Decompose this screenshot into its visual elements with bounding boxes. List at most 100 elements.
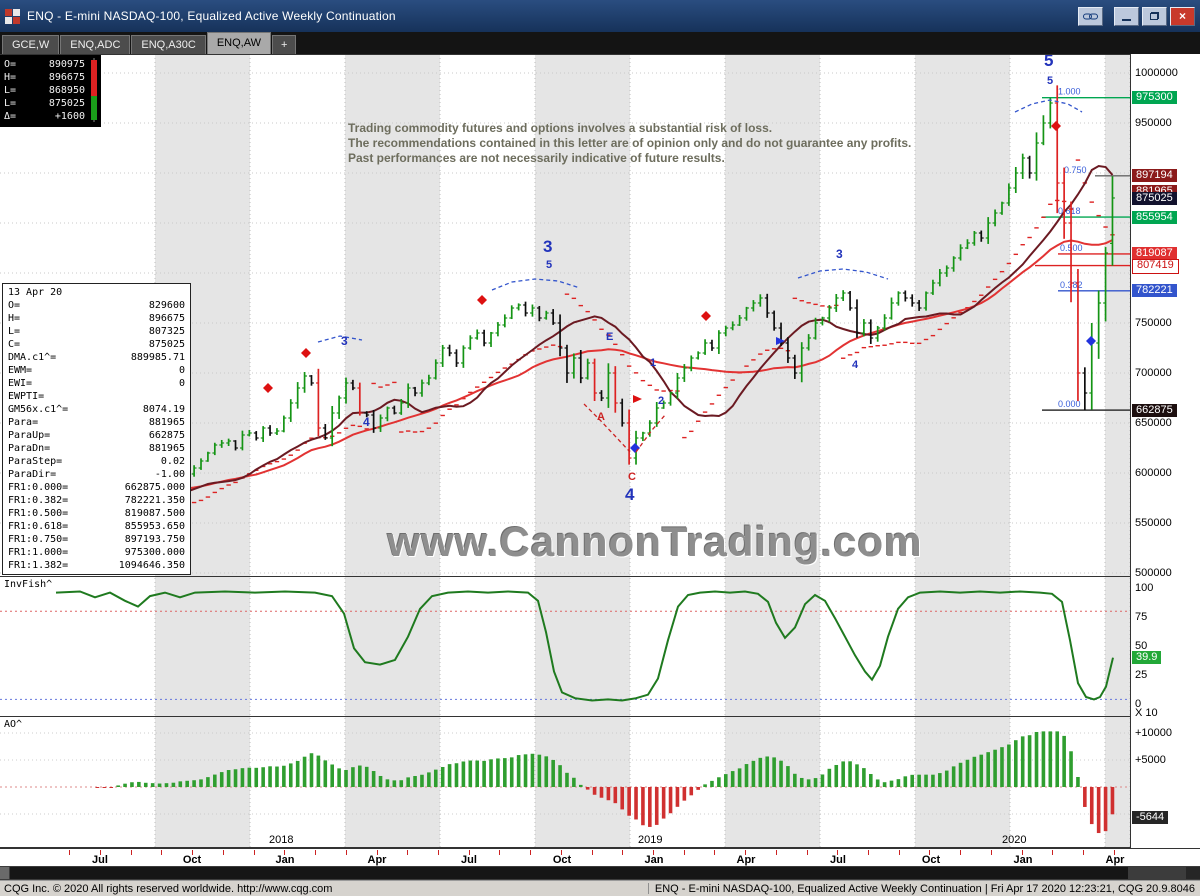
month-tick xyxy=(868,850,869,855)
minimize-button[interactable] xyxy=(1114,6,1139,26)
tab-enq-aw[interactable]: ENQ,AW xyxy=(206,32,272,54)
ao-bar xyxy=(219,772,224,787)
price-badge: 875025 xyxy=(1132,191,1177,205)
title-bar[interactable]: ENQ - E-mini NASDAQ-100, Equalized Activ… xyxy=(0,0,1200,32)
wave-dash-line xyxy=(635,413,667,453)
data-box-row: Para= 881965 xyxy=(8,417,185,428)
restore-button[interactable] xyxy=(1142,6,1167,26)
signal-diamond-red xyxy=(701,311,711,321)
ao-bar xyxy=(986,752,990,787)
price-badge: 807419 xyxy=(1132,259,1179,275)
ao-bar xyxy=(440,766,445,787)
ao-bar xyxy=(958,762,963,787)
ao-bar xyxy=(682,787,687,801)
month-tick xyxy=(591,850,593,855)
ao-bar xyxy=(130,782,134,787)
wave-label: 5 xyxy=(1047,75,1053,87)
ao-bar xyxy=(696,787,700,790)
link-icon xyxy=(1083,13,1098,19)
month-tick xyxy=(990,850,992,855)
ao-bar xyxy=(213,774,217,787)
ao-bar xyxy=(143,782,148,787)
invfish-pane-label: InvFish^ xyxy=(4,579,53,590)
ao-bar xyxy=(95,787,100,788)
ao-bar xyxy=(427,772,431,787)
data-box-row: FR1:0.750= 897193.750 xyxy=(8,534,185,545)
month-tick xyxy=(1021,850,1023,855)
axis-label: Jul xyxy=(92,854,108,866)
ao-bar xyxy=(1027,735,1032,787)
wave-label: 4 xyxy=(625,485,635,504)
ao-bar xyxy=(765,756,770,787)
ao-bar xyxy=(1083,787,1087,807)
add-tab-button[interactable]: + xyxy=(272,35,297,54)
ao-bar xyxy=(924,774,928,787)
quarter-band xyxy=(345,54,440,848)
study-data-box[interactable]: 13 Apr 20 O= 829600 H= 896675 L= 807325 C= 87502… xyxy=(2,283,191,575)
ao-bar xyxy=(468,760,473,787)
ao-bar xyxy=(537,754,542,787)
quote-row: Δ= +1600 xyxy=(4,111,85,122)
quote-row: L= 868950 xyxy=(4,85,85,96)
month-tick xyxy=(775,850,777,855)
ao-bar xyxy=(461,761,466,787)
axis-label: Jul xyxy=(830,854,846,866)
ao-bar xyxy=(1055,731,1060,787)
wave-label: 3 xyxy=(341,334,348,348)
ao-bar xyxy=(841,761,845,787)
scrollbar-thumb[interactable] xyxy=(10,867,1128,879)
status-bar: CQG Inc. © 2020 All rights reserved worl… xyxy=(0,880,1200,896)
fib-label: 0.618 xyxy=(1058,206,1081,216)
ao-bar xyxy=(247,767,252,787)
data-box-row: FR1:0.382= 782221.350 xyxy=(8,495,185,506)
ao-bar xyxy=(723,774,728,787)
month-tick xyxy=(100,850,101,855)
price-scale[interactable]: 1000000 950000 750000 700000 650000 600000 550… xyxy=(1130,54,1200,848)
scrollbar-right-arrow[interactable] xyxy=(1186,867,1200,879)
axis-label: Oct xyxy=(552,854,572,866)
time-axis[interactable]: Jul Oct Jan Apr Jul Oct Jan Apr Jul Oct Jan Apr xyxy=(0,848,1130,866)
quarter-band xyxy=(915,54,1010,848)
signal-diamond-red xyxy=(477,295,487,305)
month-tick xyxy=(898,850,900,855)
data-box-row: L= 807325 xyxy=(8,326,185,337)
ao-bar xyxy=(316,755,321,787)
axis-label: Jan xyxy=(644,854,664,866)
axis-label: Jan xyxy=(1013,854,1033,866)
ao-bar xyxy=(599,787,604,798)
ao-bar xyxy=(654,787,659,825)
invfish-tick: 0 xyxy=(1135,697,1142,710)
ao-bar xyxy=(737,768,742,787)
month-tick xyxy=(1052,850,1054,855)
scrollbar-left-nub[interactable] xyxy=(0,867,9,879)
ao-bar xyxy=(875,779,880,787)
quarter-band xyxy=(535,54,630,848)
link-button[interactable] xyxy=(1078,6,1103,26)
tab-enq-a30c[interactable]: ENQ,A30C xyxy=(131,35,206,54)
ao-bar xyxy=(661,787,666,819)
displaced-ma-line xyxy=(96,164,1114,501)
app-icon xyxy=(5,8,20,24)
ao-bar xyxy=(868,774,873,787)
ao-bar xyxy=(827,768,832,787)
close-button[interactable]: × xyxy=(1170,6,1195,26)
price-badge: 782221 xyxy=(1132,284,1177,298)
time-scrollbar[interactable] xyxy=(0,866,1200,880)
ao-bar xyxy=(938,773,942,787)
ao-bar xyxy=(240,768,245,787)
ao-bar xyxy=(1020,736,1025,787)
ao-bar xyxy=(406,777,410,787)
month-tick xyxy=(284,850,286,855)
disclaimer-line: Trading commodity futures and options in… xyxy=(348,121,773,135)
ao-bar xyxy=(620,787,625,810)
ao-bar xyxy=(834,764,839,787)
price-badge: 975300 xyxy=(1132,91,1177,105)
ao-bar xyxy=(171,782,176,787)
ao-bar xyxy=(282,765,286,787)
ao-bar xyxy=(1000,747,1004,787)
ao-bar xyxy=(717,777,721,787)
signal-diamond-blue xyxy=(630,443,640,453)
tab-enq-adc[interactable]: ENQ,ADC xyxy=(60,35,131,54)
ao-bar xyxy=(206,777,210,787)
tab-gce-w[interactable]: GCE,W xyxy=(2,35,60,54)
